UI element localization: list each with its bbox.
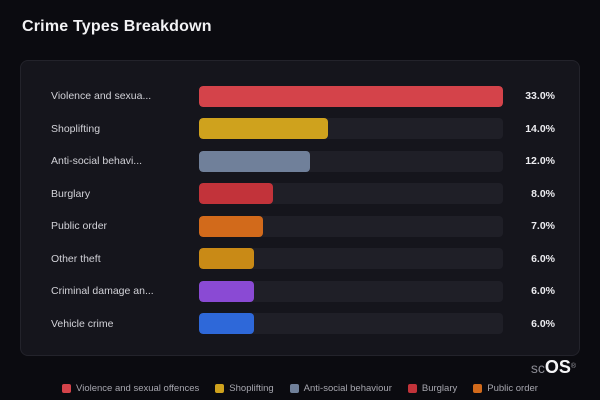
legend-item[interactable]: Burglary [407, 383, 458, 394]
page-title: Crime Types Breakdown [22, 18, 212, 35]
bar-track[interactable] [199, 248, 503, 270]
logo-suffix: OS [544, 357, 571, 377]
bar-track[interactable] [199, 85, 503, 107]
bar-value: 12.0% [525, 155, 555, 168]
legend-item[interactable]: Anti-social behaviour [289, 383, 392, 394]
legend-item[interactable]: Public order [473, 383, 538, 394]
bar-fill[interactable] [199, 248, 255, 270]
bar-track[interactable] [199, 215, 503, 237]
legend-label: Public order [487, 383, 538, 394]
bar-value: 8.0% [531, 187, 555, 200]
legend-label: Anti-social behaviour [303, 383, 392, 394]
bar-label: Violence and sexua... [51, 90, 152, 102]
chart-legend: Violence and sexual offences Shoplifting… [0, 383, 600, 394]
bar-value: 14.0% [525, 122, 555, 135]
bar-fill[interactable] [199, 215, 264, 237]
bar-label: Vehicle crime [51, 317, 114, 330]
chart-row: Other theft 6.0% [51, 246, 555, 272]
logo-prefix: sc [530, 360, 545, 376]
chart-row: Vehicle crime 6.0% [51, 311, 555, 337]
bar-fill[interactable] [199, 118, 328, 140]
bar-track[interactable] [199, 280, 503, 302]
bar-track[interactable] [199, 313, 503, 335]
bar-track[interactable] [199, 118, 503, 140]
bar-label: Public order [51, 220, 108, 233]
bar-label: Criminal damage an... [51, 285, 154, 298]
legend-swatch-icon [62, 384, 72, 393]
legend-item[interactable]: Violence and sexual offences [62, 383, 199, 394]
bar-value: 7.0% [531, 220, 555, 233]
chart-row: Burglary 8.0% [51, 181, 555, 207]
bar-fill[interactable] [199, 183, 273, 205]
chart-row: Anti-social behavi... 12.0% [51, 148, 555, 174]
legend-item[interactable]: Shoplifting [215, 383, 274, 394]
bar-fill[interactable] [199, 150, 310, 172]
legend-swatch-icon [289, 384, 299, 393]
chart-card: Violence and sexua... 33.0% Shoplifting … [20, 60, 580, 356]
chart-row: Violence and sexua... 33.0% [51, 83, 555, 109]
legend-label: Violence and sexual offences [76, 383, 200, 394]
legend-swatch-icon [215, 384, 225, 393]
bar-value: 6.0% [531, 285, 555, 298]
bar-fill[interactable] [199, 85, 503, 107]
bar-label: Other theft [51, 252, 101, 265]
scos-logo: scOS® [531, 358, 576, 377]
bar-track[interactable] [199, 183, 503, 205]
legend-label: Burglary [421, 383, 458, 394]
bar-value: 6.0% [531, 317, 555, 330]
registered-mark: ® [570, 363, 576, 370]
chart-row: Criminal damage an... 6.0% [51, 278, 555, 304]
bar-label: Anti-social behavi... [51, 155, 143, 168]
bar-track[interactable] [199, 150, 503, 172]
bar-value: 33.0% [525, 90, 555, 102]
legend-swatch-icon [473, 384, 483, 393]
chart-row: Public order 7.0% [51, 213, 555, 239]
bar-fill[interactable] [199, 280, 255, 302]
bar-fill[interactable] [199, 313, 255, 335]
chart-row: Shoplifting 14.0% [51, 116, 555, 142]
legend-swatch-icon [407, 384, 417, 393]
legend-label: Shoplifting [229, 383, 274, 394]
bar-chart: Violence and sexua... 33.0% Shoplifting … [51, 83, 555, 337]
bar-value: 6.0% [531, 252, 555, 265]
bar-label: Burglary [51, 187, 91, 200]
bar-label: Shoplifting [51, 122, 101, 135]
